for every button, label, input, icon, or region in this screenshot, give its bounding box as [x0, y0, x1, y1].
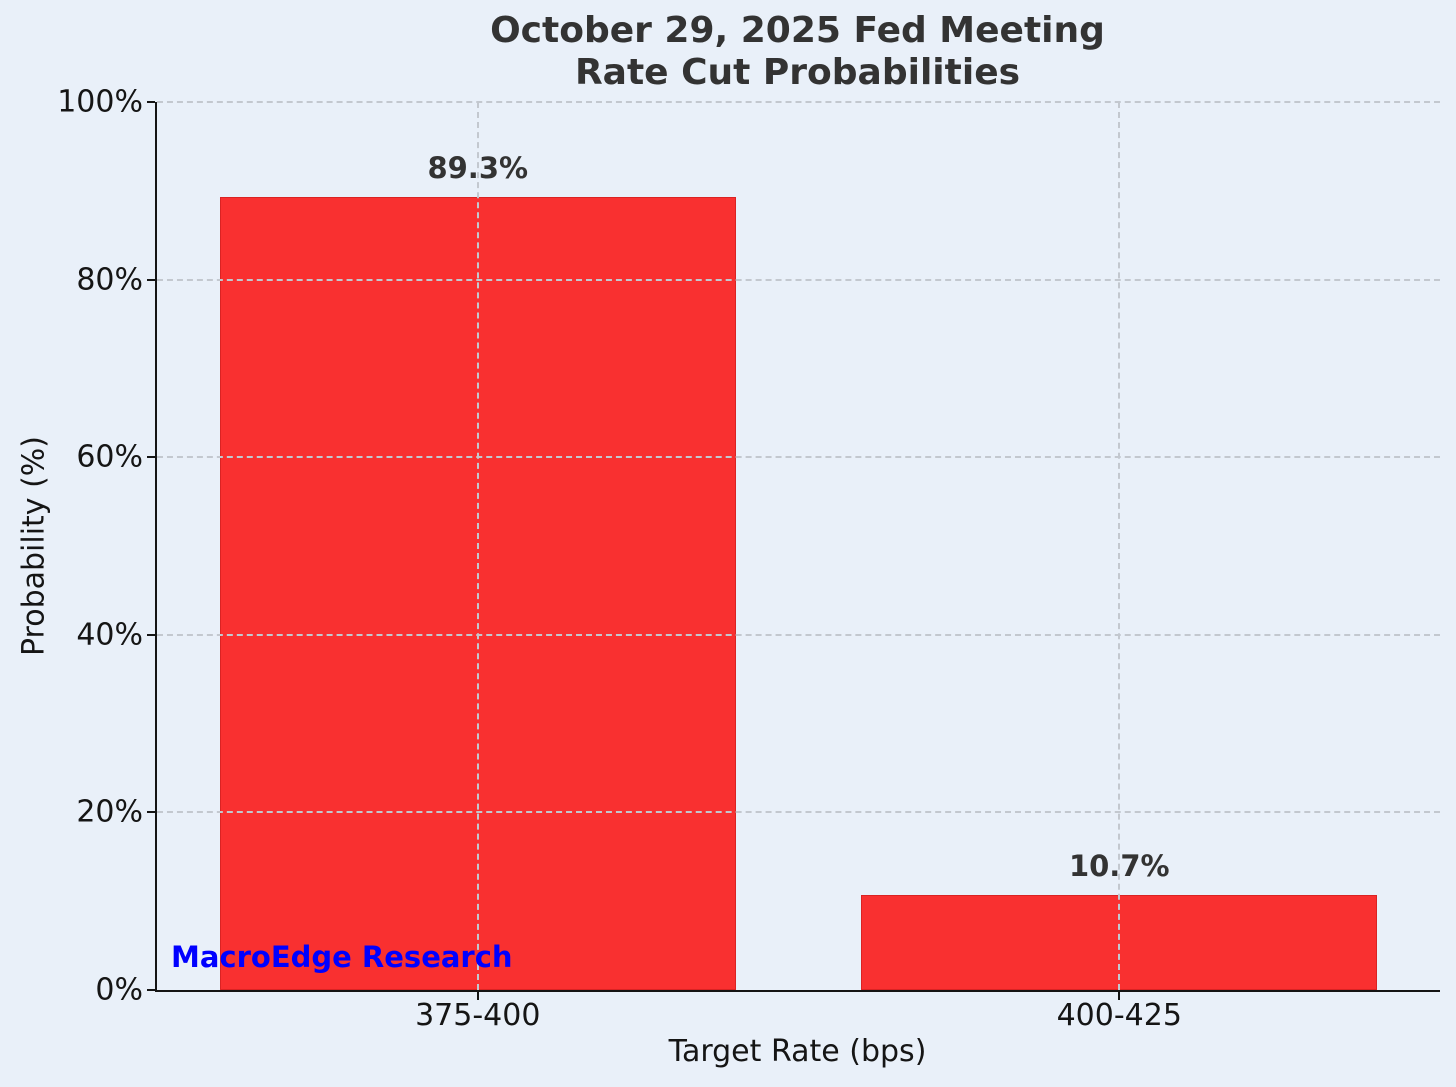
y-tick-label-20: 20%	[76, 794, 143, 830]
y-tick-label-40: 40%	[76, 617, 143, 653]
watermark: MacroEdge Research	[171, 940, 513, 974]
chart-title: October 29, 2025 Fed Meeting Rate Cut Pr…	[155, 10, 1440, 94]
y-tick-label-0: 0%	[95, 972, 143, 1008]
bar-value-label-375-400: 89.3%	[427, 151, 529, 186]
x-axis-label: Target Rate (bps)	[668, 1034, 927, 1069]
plot-area: MacroEdge Research 89.3% 375-400 10.7% 400-…	[147, 101, 1440, 1033]
y-tick-mark-0	[147, 989, 155, 991]
y-tick-label-60: 60%	[76, 439, 143, 475]
x-tick-label-375-400: 375-400	[415, 998, 541, 1033]
y-tick-mark-100	[147, 101, 155, 103]
gridline-y-40	[157, 633, 1440, 636]
y-tick-mark-20	[147, 811, 155, 814]
y-tick-label-100: 100%	[57, 84, 143, 120]
y-tick-mark-60	[147, 456, 155, 459]
gridline-y-20	[157, 811, 1440, 814]
y-tick-mark-80	[147, 278, 155, 281]
x-tick-label-400-425: 400-425	[1056, 998, 1182, 1033]
x-tick-mark-400-425	[1118, 992, 1121, 1000]
gridline-y-100	[157, 101, 1440, 103]
y-axis: 0% 20% 40% 60% 80% 100%	[0, 85, 143, 1008]
gridline-x-400-425	[1118, 102, 1121, 990]
gridline-x-375-400	[476, 102, 479, 990]
x-tick-mark-375-400	[476, 992, 479, 1000]
bar-value-label-400-425: 10.7%	[1068, 848, 1170, 883]
y-tick-mark-40	[147, 633, 155, 636]
gridline-y-80	[157, 278, 1440, 281]
chart-title-line-2: Rate Cut Probabilities	[574, 52, 1021, 93]
y-tick-label-80: 80%	[76, 262, 143, 298]
chart-title-line-1: October 29, 2025 Fed Meeting	[490, 10, 1105, 51]
gridline-y-60	[157, 456, 1440, 459]
